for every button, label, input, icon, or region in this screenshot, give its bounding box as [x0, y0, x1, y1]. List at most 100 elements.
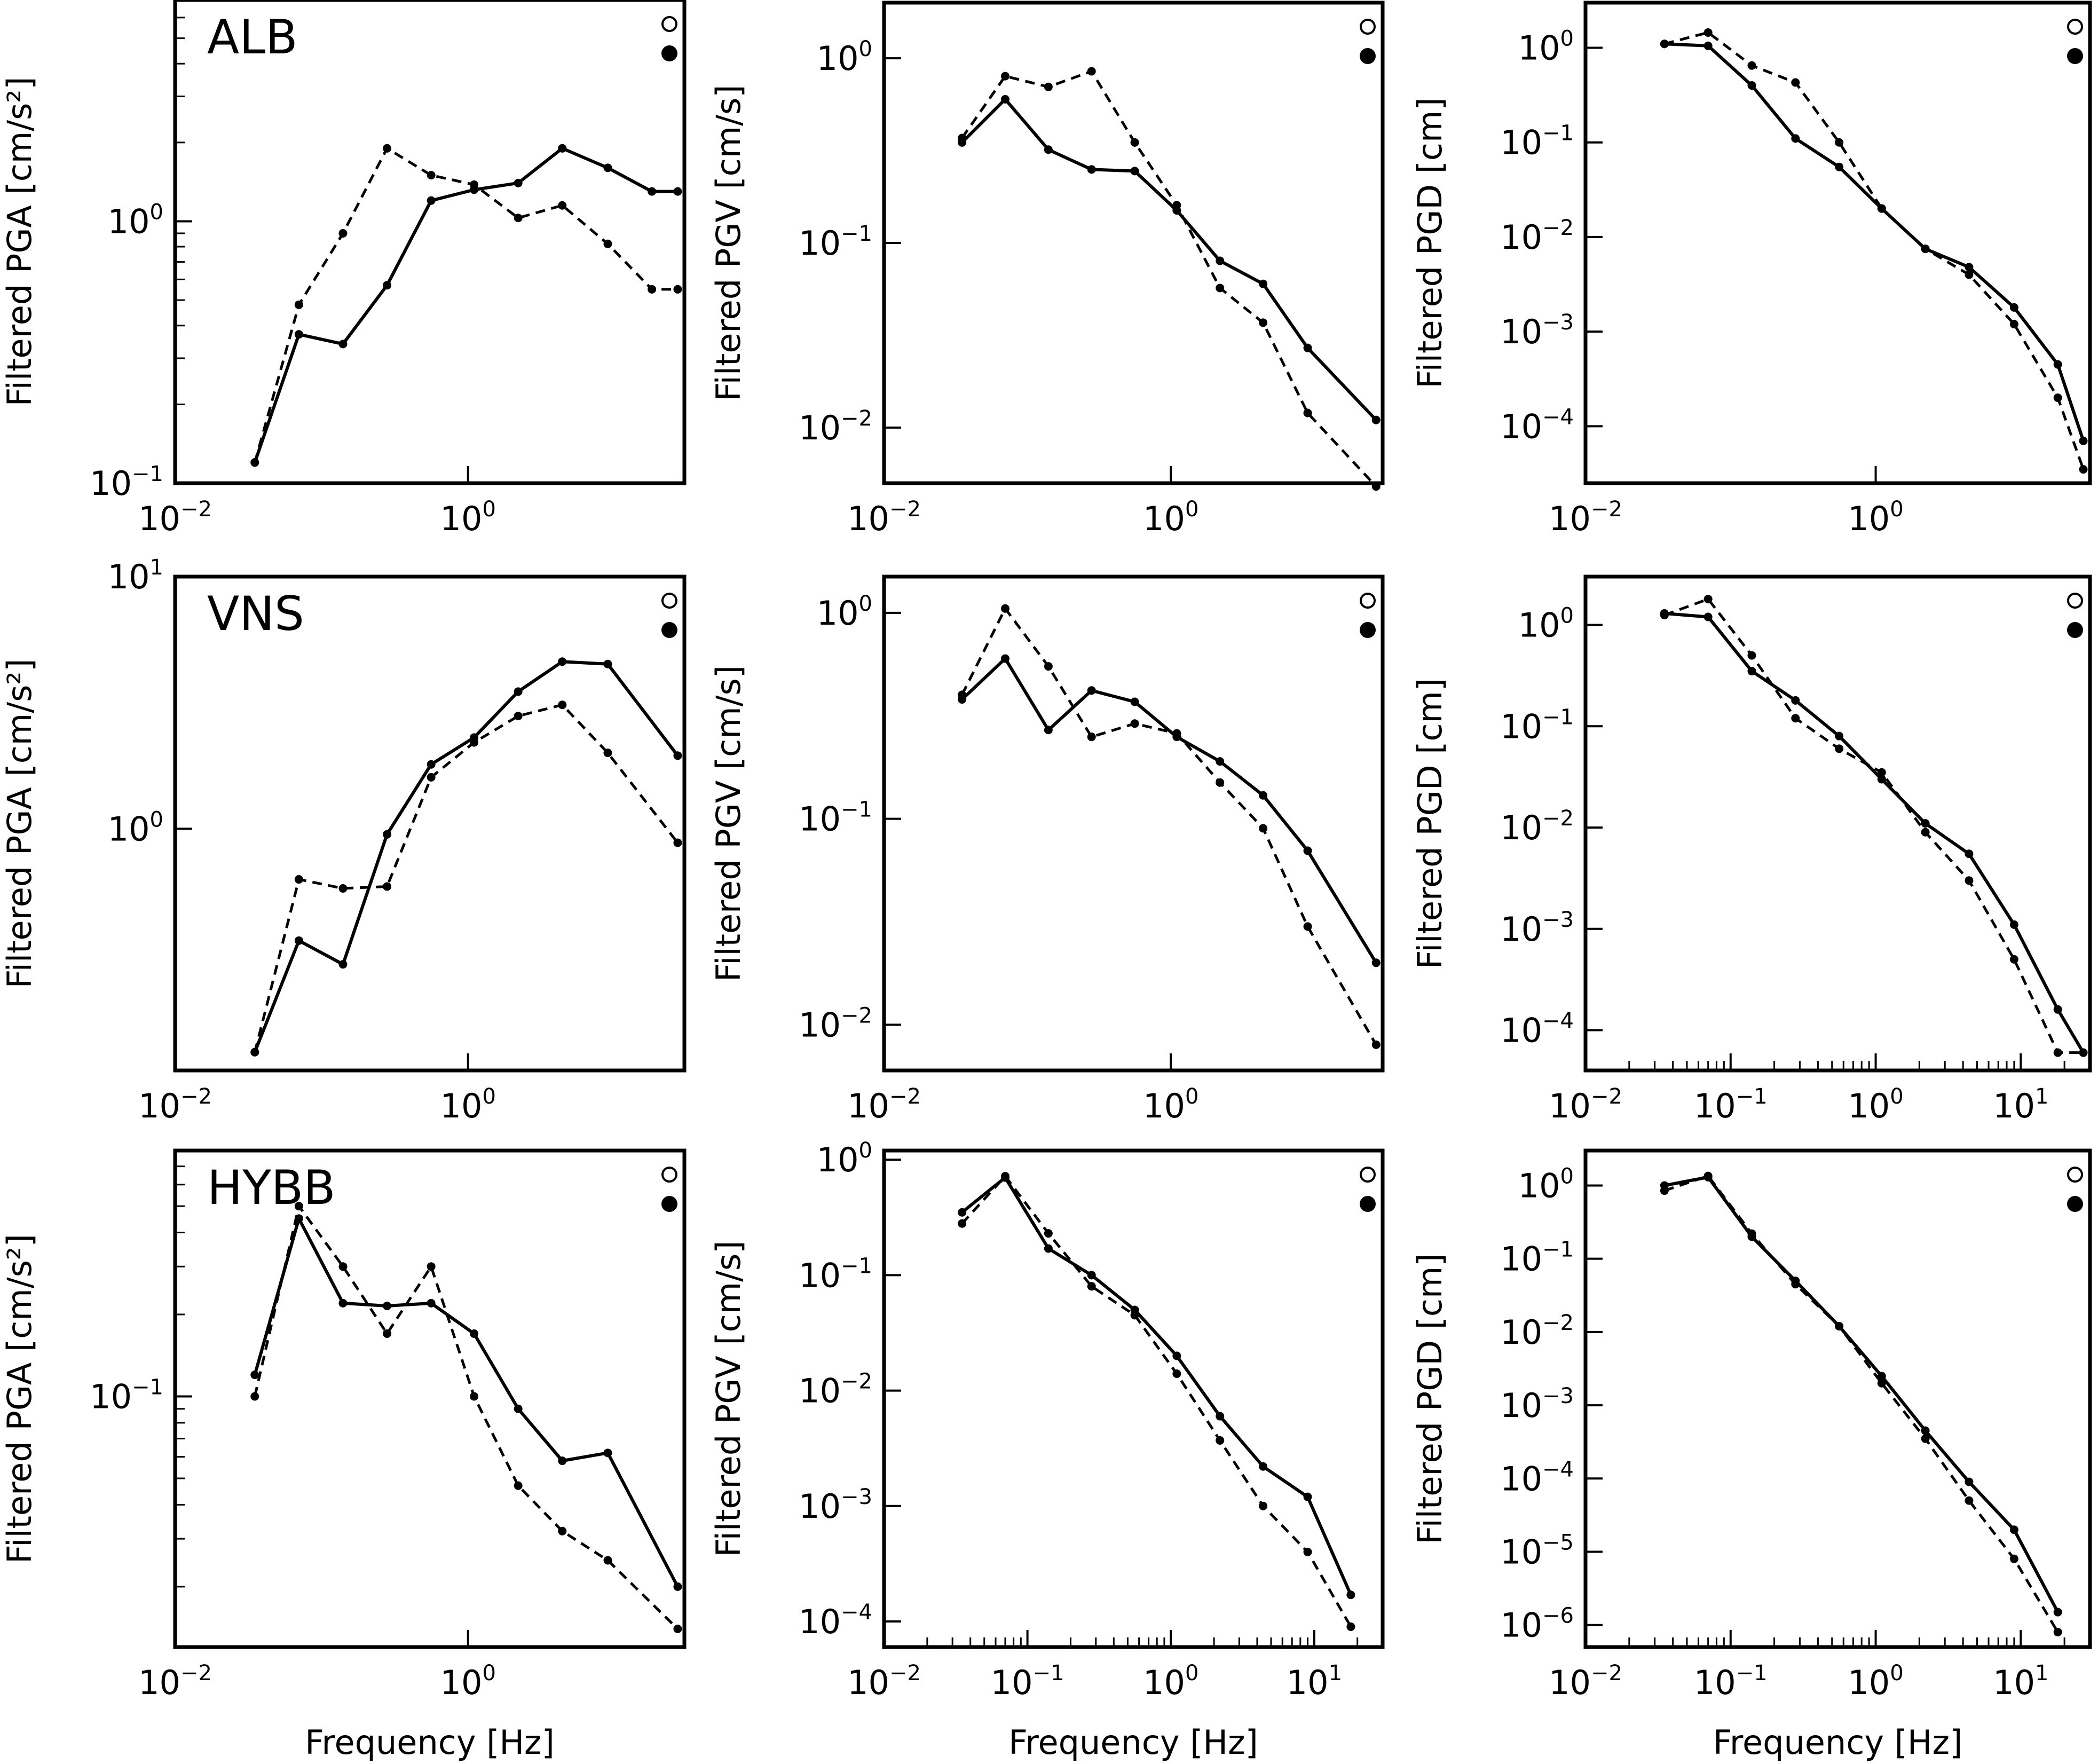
data-point-dashed [1087, 67, 1096, 76]
data-point-solid [294, 936, 303, 945]
data-point-dashed [1791, 1280, 1800, 1289]
data-point-dashed [1921, 828, 1930, 837]
y-axis-label: Filtered PGA [cm/s²] [0, 77, 39, 407]
series-line-dashed [961, 1174, 1352, 1628]
x-tick-label: 10−1 [1694, 1661, 1768, 1702]
series-line-solid [1664, 42, 2085, 442]
y-tick-label: 10−5 [1500, 1530, 1574, 1571]
data-point-solid [2009, 920, 2018, 929]
x-tick-label: 100 [1848, 1084, 1903, 1125]
data-point-solid [2053, 360, 2062, 369]
series-line-dashed [961, 69, 1377, 487]
data-point-dashed [1303, 1547, 1312, 1556]
data-point-dashed [2079, 1048, 2088, 1057]
data-point-solid [673, 1582, 682, 1591]
legend-marker-open [661, 593, 677, 609]
data-point-solid [1921, 819, 1930, 828]
y-axis-label: Filtered PGV [cm/s] [709, 85, 748, 401]
data-point-dashed [470, 180, 479, 189]
x-tick-label: 10−1 [991, 1661, 1064, 1702]
data-point-solid [1747, 667, 1756, 676]
data-point-dashed [1001, 604, 1010, 613]
data-point-dashed [1660, 40, 1669, 49]
y-tick-label: 10−1 [1500, 121, 1574, 162]
data-point-solid [1965, 263, 1974, 272]
data-point-solid [558, 144, 567, 153]
data-point-dashed [1921, 1434, 1930, 1443]
y-tick-label: 10−3 [1500, 310, 1574, 351]
y-tick-label: 101 [108, 555, 163, 596]
legend-marker-open [661, 1167, 677, 1183]
data-point-dashed [1130, 719, 1139, 728]
data-point-dashed [1965, 1496, 1974, 1505]
y-tick-label: 10−1 [90, 1375, 163, 1416]
data-point-dashed [427, 1262, 436, 1271]
data-point-dashed [1703, 595, 1713, 604]
data-point-solid [648, 187, 657, 196]
series-line-solid [961, 656, 1378, 964]
x-tick-label: 101 [1993, 1661, 2048, 1702]
data-point-dashed [2009, 955, 2018, 964]
data-point-dashed [1877, 204, 1886, 213]
data-point-solid [1703, 41, 1713, 50]
data-point-solid [1044, 1244, 1053, 1253]
data-point-solid [250, 1371, 259, 1380]
series-line-dashed [253, 1203, 679, 1630]
legend-marker-filled [661, 45, 677, 61]
data-point-solid [1747, 81, 1756, 90]
station-label: VNS [207, 586, 304, 641]
data-point-solid [2053, 1608, 2062, 1617]
data-point-solid [1371, 958, 1381, 967]
y-axis-label: Filtered PGD [cm] [1410, 97, 1449, 388]
data-point-dashed [603, 239, 612, 248]
data-point-dashed [603, 749, 612, 758]
x-tick-label: 10−2 [1549, 497, 1622, 538]
data-point-solid [673, 751, 682, 760]
station-label: HYBB [207, 1160, 336, 1215]
data-point-solid [558, 1456, 567, 1466]
data-point-solid [1216, 1412, 1225, 1421]
y-tick-label: 10−3 [799, 1485, 872, 1526]
x-tick-label: 10−2 [1549, 1661, 1622, 1702]
x-tick-label: 10−2 [847, 1084, 921, 1125]
data-point-dashed [1965, 876, 1974, 885]
y-tick-label: 10−3 [1500, 1384, 1574, 1425]
data-point-dashed [558, 1526, 567, 1535]
data-point-solid [1087, 1271, 1096, 1280]
data-point-dashed [514, 1481, 523, 1490]
legend-marker-filled [2067, 48, 2083, 64]
y-axis-label: Filtered PGV [cm/s] [709, 1241, 748, 1557]
data-point-solid [1087, 686, 1096, 695]
data-point-dashed [2053, 1627, 2062, 1636]
data-point-dashed [383, 882, 392, 891]
x-tick-label: 101 [1287, 1661, 1342, 1702]
y-tick-label: 10−6 [1500, 1604, 1574, 1645]
x-tick-label: 10−2 [138, 497, 212, 538]
x-tick-label: 10−2 [847, 497, 921, 538]
data-point-solid [1303, 1492, 1312, 1501]
data-point-dashed [427, 171, 436, 180]
data-point-dashed [383, 1329, 392, 1338]
data-point-solid [1303, 846, 1312, 855]
y-tick-label: 100 [108, 807, 163, 848]
x-tick-label: 10−2 [1549, 1084, 1622, 1125]
data-point-solid [470, 1329, 479, 1338]
data-point-dashed [673, 1624, 682, 1633]
data-point-dashed [1703, 1171, 1713, 1180]
series-line-solid [1664, 611, 2085, 1054]
x-tick-label: 10−2 [138, 1084, 212, 1125]
series-line-dashed [1664, 1174, 2059, 1633]
data-point-dashed [648, 285, 657, 294]
legend-marker-open [1360, 593, 1376, 609]
data-point-dashed [1791, 78, 1800, 87]
data-point-dashed [1660, 1186, 1669, 1195]
plot-frame [882, 574, 1385, 1073]
data-point-solid [338, 1298, 348, 1308]
x-tick-label: 100 [1848, 1661, 1903, 1702]
data-point-solid [2053, 1005, 2062, 1014]
data-point-dashed [470, 738, 479, 747]
x-tick-label: 10−1 [1694, 1084, 1768, 1125]
data-point-solid [1087, 165, 1096, 174]
data-point-dashed [1835, 1322, 1844, 1331]
series-line-solid [961, 1175, 1353, 1596]
